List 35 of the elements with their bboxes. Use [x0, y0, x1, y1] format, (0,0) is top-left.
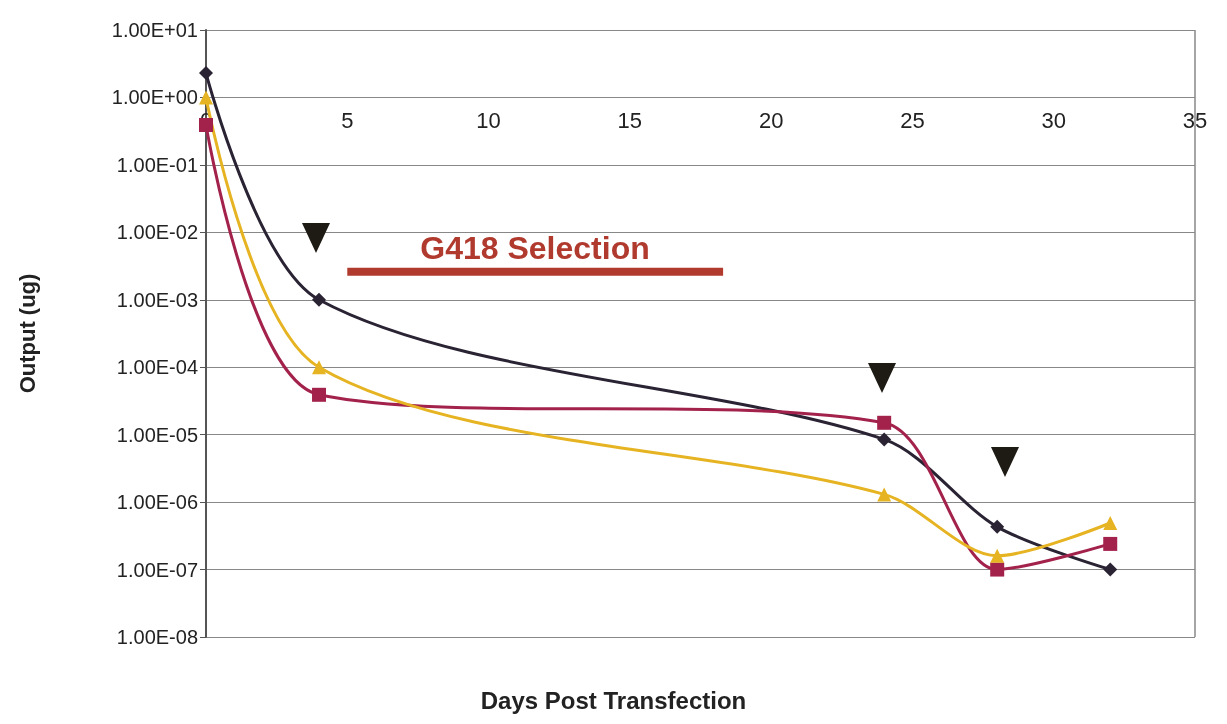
point	[877, 487, 892, 502]
y-tick-label: 1.00E-05	[116, 423, 198, 446]
x-tick-label: 30	[1041, 107, 1066, 133]
y-tick-label: 1.00E-02	[116, 221, 198, 244]
y-axis-title: Output (ug)	[14, 273, 40, 394]
y-tick-label: 1.00E+00	[111, 86, 198, 109]
point	[1103, 562, 1118, 577]
x-axis-title: Days Post Transfection	[480, 686, 747, 714]
y-tick-label: 1.00E-06	[116, 491, 198, 514]
y-tick-label: 1.00E-04	[116, 356, 198, 379]
point	[877, 432, 892, 447]
point	[990, 548, 1005, 563]
x-tick-label: 35	[1182, 107, 1208, 133]
annotation: G418 Selection	[420, 230, 650, 266]
x-tick-label: 15	[617, 107, 643, 133]
x-tick-label: 10	[476, 107, 501, 133]
x-tick-label: 25	[900, 107, 925, 133]
y-tick-label: 1.00E-07	[116, 558, 198, 581]
point	[877, 415, 892, 430]
point	[312, 387, 327, 402]
point	[312, 292, 327, 307]
point	[199, 66, 213, 81]
point	[312, 360, 327, 375]
point	[990, 519, 1005, 534]
point	[990, 562, 1005, 577]
point	[1103, 536, 1118, 551]
point	[199, 90, 213, 105]
y-tick-label: 1.00E-08	[116, 626, 198, 648]
y-tick-label: 1.00E+01	[111, 19, 198, 41]
x-tick-label: 5	[341, 107, 354, 133]
point	[199, 118, 213, 133]
y-tick-label: 1.00E-01	[116, 153, 198, 176]
x-tick-label: 20	[758, 107, 784, 133]
point	[1103, 516, 1118, 531]
y-tick-label: 1.00E-03	[116, 288, 198, 311]
